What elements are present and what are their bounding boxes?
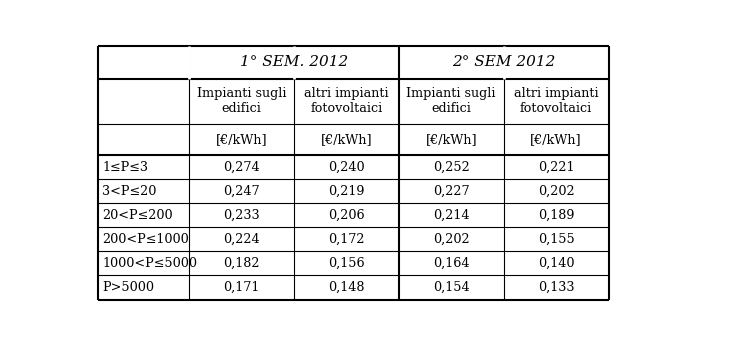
Text: 20<P≤200: 20<P≤200 [102,209,173,222]
Text: 0,155: 0,155 [538,233,574,246]
Text: [€/kWh]: [€/kWh] [425,133,477,146]
Text: [€/kWh]: [€/kWh] [531,133,582,146]
Text: 0,219: 0,219 [328,185,365,198]
Text: 0,224: 0,224 [223,233,260,246]
Text: 0,274: 0,274 [223,161,260,174]
Text: 0,189: 0,189 [538,209,574,222]
Text: 0,133: 0,133 [538,281,574,294]
Text: altri impianti
fotovoltaici: altri impianti fotovoltaici [514,87,599,115]
Text: [€/kWh]: [€/kWh] [320,133,372,146]
Text: 0,252: 0,252 [433,161,470,174]
Text: [€/kWh]: [€/kWh] [215,133,267,146]
Text: 0,164: 0,164 [433,257,469,270]
Text: 0,233: 0,233 [223,209,260,222]
Text: 0,206: 0,206 [328,209,365,222]
Text: altri impianti
fotovoltaici: altri impianti fotovoltaici [304,87,388,115]
Text: 0,214: 0,214 [433,209,469,222]
Text: 0,154: 0,154 [433,281,470,294]
Text: 1° SEM. 2012: 1° SEM. 2012 [240,56,348,70]
Text: 0,227: 0,227 [433,185,470,198]
Text: 0,172: 0,172 [328,233,365,246]
Text: 1≤P≤3: 1≤P≤3 [102,161,148,174]
Text: 0,202: 0,202 [433,233,470,246]
Text: P>5000: P>5000 [102,281,154,294]
Text: 0,140: 0,140 [538,257,574,270]
Text: 0,156: 0,156 [328,257,365,270]
Text: 0,148: 0,148 [328,281,365,294]
Text: Impianti sugli
edifici: Impianti sugli edifici [406,87,496,115]
Text: 0,221: 0,221 [538,161,574,174]
Text: 0,247: 0,247 [223,185,260,198]
Text: 2° SEM 2012: 2° SEM 2012 [452,56,556,70]
Text: 3<P≤20: 3<P≤20 [102,185,157,198]
Text: Impianti sugli
edifici: Impianti sugli edifici [197,87,286,115]
Text: 0,240: 0,240 [328,161,365,174]
Text: 0,171: 0,171 [223,281,260,294]
Text: 0,202: 0,202 [538,185,574,198]
Text: 0,182: 0,182 [223,257,260,270]
Text: 1000<P≤5000: 1000<P≤5000 [102,257,198,270]
Text: 200<P≤1000: 200<P≤1000 [102,233,189,246]
